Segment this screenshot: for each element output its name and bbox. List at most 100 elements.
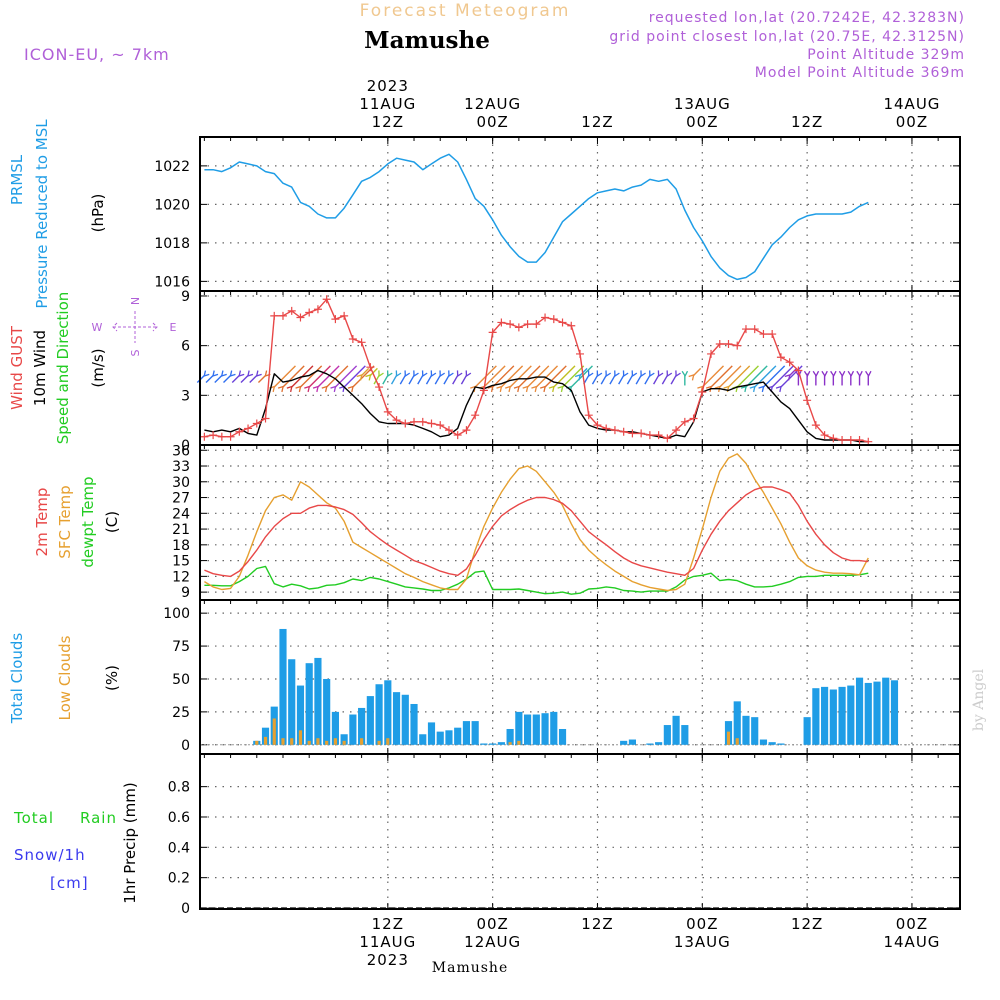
clouds-unit-label: (%) — [103, 665, 121, 691]
snow-unit-label: [cm] — [50, 874, 89, 892]
wind-gust-marker — [602, 424, 611, 433]
wind-arrow-head — [803, 370, 808, 376]
dewpt-temp-label: dewpt Temp — [79, 476, 97, 567]
wind-gust-marker — [410, 417, 419, 426]
total-clouds-bar — [506, 728, 514, 745]
wind-gust-marker — [803, 396, 812, 405]
wind-gust-marker — [750, 325, 759, 334]
wind-gust-marker — [217, 432, 226, 441]
wind-arrow-head — [238, 373, 245, 377]
bottom-time-label: 13AUG — [674, 933, 731, 951]
total-clouds-bar — [349, 714, 357, 745]
wind-arrow-head — [761, 386, 765, 393]
wind-arrow-head — [522, 385, 529, 389]
wind-gust-marker — [427, 419, 436, 428]
wind-gust-marker — [357, 338, 366, 347]
total-clouds-bar — [366, 696, 374, 745]
wind-arrow-head — [316, 386, 319, 393]
wind-arrow-head — [456, 372, 463, 377]
wind-arrow-head — [212, 373, 219, 377]
wind-gust-marker — [846, 436, 855, 445]
wind-arrow-head — [298, 386, 302, 393]
y-tick-label: 75 — [172, 639, 190, 655]
wind-arrow-head — [404, 372, 411, 377]
y-tick-label: 1016 — [154, 274, 190, 290]
top-time-label: 00Z — [896, 113, 928, 131]
wind-direction-arrow — [544, 365, 567, 388]
bottom-time-label: 12Z — [372, 915, 404, 933]
wind-gust-marker — [541, 313, 550, 322]
wind-arrow-head — [517, 386, 520, 393]
wind-arrow-head — [865, 370, 869, 376]
model-label: ICON-EU, ~ 7km — [24, 45, 170, 64]
y-tick-label: 12 — [172, 569, 190, 585]
wind-gust-marker — [785, 358, 794, 367]
compass-w-label: W — [92, 321, 103, 334]
wind-arrow-head — [513, 385, 520, 389]
total-clouds-bar — [358, 707, 366, 745]
temp-unit-label: (C) — [103, 511, 121, 533]
low-clouds-bar — [333, 738, 337, 745]
wind-arrow-head — [740, 385, 747, 389]
top-time-label: 12Z — [791, 113, 823, 131]
low-clouds-bar — [325, 740, 329, 745]
wind-arrow-head — [587, 372, 594, 377]
total-clouds-bar — [524, 714, 532, 745]
total-clouds-bar — [768, 742, 776, 745]
total-clouds-bar — [655, 742, 663, 745]
wind-direction-arrow — [701, 365, 725, 388]
wind-direction-arrow — [460, 375, 468, 385]
wind-arrow-head — [347, 385, 354, 389]
wind-direction-arrow — [562, 365, 585, 388]
wind-direction-arrow — [382, 375, 389, 385]
wind-direction-arrow — [240, 374, 249, 384]
total-clouds-bar — [751, 717, 759, 745]
wind-arrow-head — [264, 370, 268, 376]
total-clouds-bar — [305, 663, 313, 745]
total-clouds-bar — [419, 734, 427, 745]
y-tick-label: 0 — [181, 738, 190, 754]
wind-direction-arrow — [570, 365, 593, 388]
y-tick-label: 36 — [172, 443, 190, 459]
y-tick-label: 9 — [181, 585, 190, 601]
total-clouds-bar — [427, 722, 436, 745]
low-clouds-bar — [307, 740, 311, 745]
total-clouds-bar — [279, 628, 287, 745]
wind-arrow-head — [752, 386, 756, 393]
total-clouds-bar — [392, 692, 401, 745]
total-clouds-bar — [855, 677, 864, 745]
low-clouds-bar — [377, 740, 381, 745]
wind-direction-arrow — [343, 365, 366, 388]
wind-arrow-head — [784, 374, 791, 378]
wind-gust-marker — [506, 320, 515, 329]
total-clouds-bar — [847, 685, 855, 745]
wind-arrow-head — [525, 386, 529, 393]
total-clouds-bar — [681, 725, 689, 745]
y-tick-label: 0 — [181, 901, 190, 917]
wind-gust-marker — [270, 311, 279, 320]
wind-arrow-head — [221, 370, 224, 376]
wind-direction-arrow — [609, 375, 616, 385]
bottom-time-label: 12Z — [581, 915, 613, 933]
wind-gust-marker — [226, 432, 235, 441]
y-tick-label: 50 — [172, 672, 190, 688]
wind-arrow-head — [304, 385, 311, 389]
wind-arrow-head — [649, 372, 655, 377]
wind-arrow-head — [723, 385, 730, 389]
wind-gust-marker — [523, 320, 532, 329]
wind-arrow-head — [286, 385, 293, 389]
wind-arrow-head — [697, 385, 704, 389]
wind-direction-arrow — [299, 365, 323, 388]
y-tick-label: 1018 — [154, 236, 190, 252]
wind-arrow-head — [749, 385, 756, 389]
wind-gust-marker — [296, 313, 305, 322]
total-clouds-bar — [471, 721, 479, 745]
wind-gust-marker — [768, 330, 777, 339]
wind-arrow-head — [578, 375, 581, 381]
wind-gust-marker — [637, 429, 646, 438]
wind-arrow-head — [812, 370, 817, 376]
low-clouds-bar — [255, 740, 259, 745]
total-clouds-bar — [620, 740, 628, 745]
